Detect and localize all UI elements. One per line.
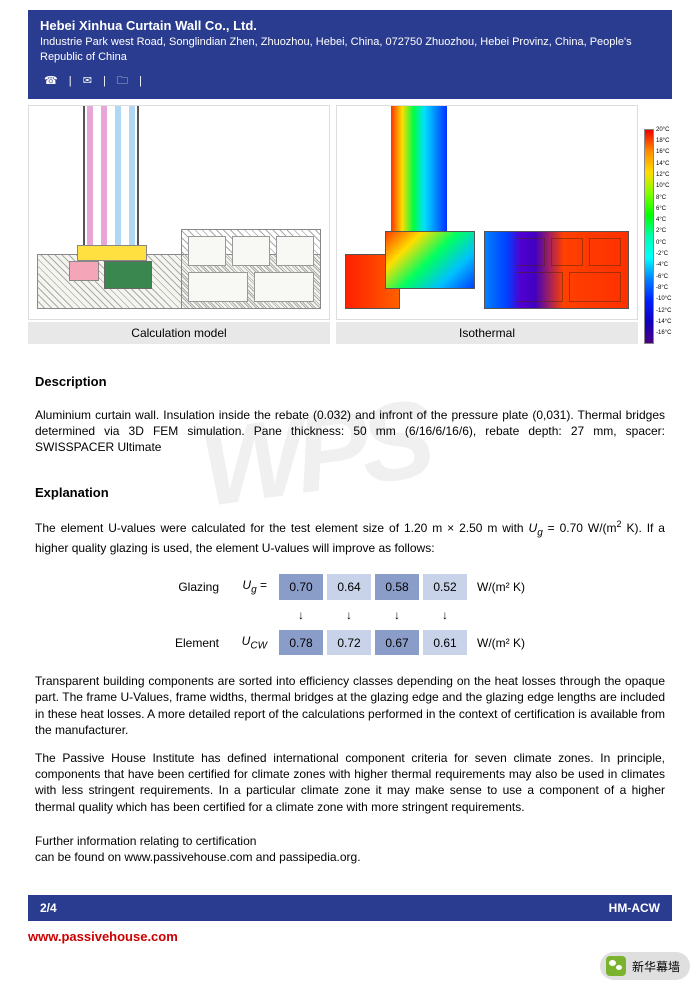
- further-info-2: can be found on www.passivehouse.com and…: [35, 849, 665, 865]
- separator: |: [103, 75, 106, 87]
- unit-cell: W/(m² K): [471, 574, 531, 599]
- company-name: Hebei Xinhua Curtain Wall Co., Ltd.: [40, 18, 660, 33]
- explanation-para-3: The Passive House Institute has defined …: [35, 750, 665, 815]
- table-row: ↓ ↓ ↓ ↓: [169, 604, 531, 626]
- contact-icons: ☎ | ✉ | 🗀 |: [40, 72, 660, 91]
- calculation-model-caption: Calculation model: [28, 322, 330, 344]
- content-body: Description Aluminium curtain wall. Insu…: [35, 374, 665, 865]
- description-title: Description: [35, 374, 665, 389]
- figures-row: Calculation model Isothermal: [28, 105, 672, 344]
- mail-icon: ✉: [83, 75, 92, 87]
- table-cell: 0.67: [375, 630, 419, 655]
- table-cell: 0.52: [423, 574, 467, 599]
- add-icon: 🗀: [117, 75, 128, 87]
- row-label-glazing: Glazing: [169, 574, 227, 599]
- phone-icon: ☎: [44, 75, 58, 87]
- explanation-para-2: Transparent building components are sort…: [35, 673, 665, 738]
- table-row: Glazing Ug = 0.70 0.64 0.58 0.52 W/(m² K…: [169, 574, 531, 599]
- glass-pane: [83, 105, 139, 266]
- company-header: Hebei Xinhua Curtain Wall Co., Ltd. Indu…: [28, 10, 672, 99]
- unit-cell: W/(m² K): [471, 630, 531, 655]
- document-page: Hebei Xinhua Curtain Wall Co., Ltd. Indu…: [0, 10, 700, 984]
- arrow-cell: ↓: [279, 604, 323, 626]
- isothermal-caption: Isothermal: [336, 322, 638, 344]
- page-footer: 2/4 HM-ACW: [28, 895, 672, 921]
- u-value-table: Glazing Ug = 0.70 0.64 0.58 0.52 W/(m² K…: [165, 570, 535, 659]
- isothermal-figure: Isothermal: [336, 105, 638, 344]
- row-symbol: UCW: [231, 630, 275, 655]
- calculation-model-canvas: [28, 105, 330, 320]
- company-address: Industrie Park west Road, Songlindian Zh…: [40, 35, 660, 66]
- temperature-legend: 20°C18°C16°C14°C12°C10°C8°C6°C4°C2°C0°C-…: [644, 129, 672, 344]
- isothermal-canvas: [336, 105, 638, 320]
- table-cell: 0.61: [423, 630, 467, 655]
- table-cell: 0.72: [327, 630, 371, 655]
- table-cell: 0.70: [279, 574, 323, 599]
- further-info-1: Further information relating to certific…: [35, 833, 665, 849]
- gasket-block: [69, 261, 99, 281]
- separator: |: [69, 75, 72, 87]
- spacer-block: [77, 245, 147, 261]
- table-cell: 0.78: [279, 630, 323, 655]
- frame-right: [181, 229, 321, 309]
- table-row: Element UCW 0.78 0.72 0.67 0.61 W/(m² K): [169, 630, 531, 655]
- row-symbol: Ug =: [231, 574, 275, 599]
- explanation-title: Explanation: [35, 485, 665, 500]
- arrow-cell: ↓: [375, 604, 419, 626]
- page-number: 2/4: [40, 901, 57, 915]
- calculation-model-figure: Calculation model: [28, 105, 330, 344]
- description-text: Aluminium curtain wall. Insulation insid…: [35, 407, 665, 456]
- explanation-intro: The element U-values were calculated for…: [35, 518, 665, 556]
- wechat-label: 新华幕墙: [632, 958, 680, 975]
- product-code: HM-ACW: [609, 901, 660, 915]
- insulation-block: [104, 261, 152, 289]
- separator: |: [139, 75, 142, 87]
- arrow-cell: ↓: [327, 604, 371, 626]
- row-label-element: Element: [169, 630, 227, 655]
- wechat-badge: 新华幕墙: [600, 952, 690, 980]
- iso-frame: [345, 231, 629, 309]
- table-cell: 0.58: [375, 574, 419, 599]
- footer-url: www.passivehouse.com: [28, 929, 672, 944]
- legend-ticks: 20°C18°C16°C14°C12°C10°C8°C6°C4°C2°C0°C-…: [656, 127, 671, 342]
- legend-gradient: [644, 129, 654, 344]
- table-cell: 0.64: [327, 574, 371, 599]
- wechat-icon: [606, 956, 626, 976]
- arrow-cell: ↓: [423, 604, 467, 626]
